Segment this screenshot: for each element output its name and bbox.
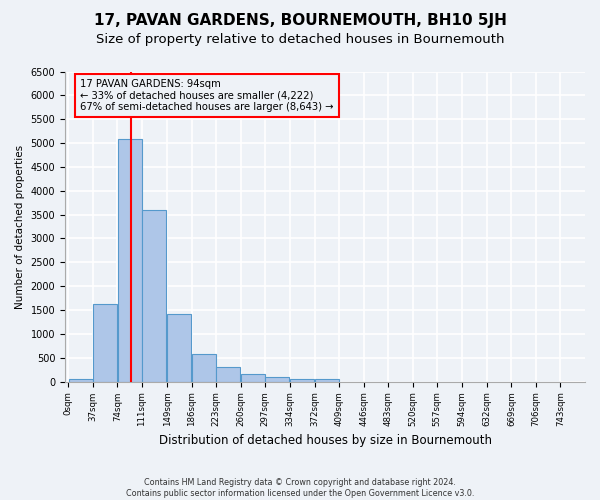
Bar [167,314,191,382]
Bar [118,139,142,382]
Bar [241,374,265,382]
Bar [68,379,92,382]
Text: 17 PAVAN GARDENS: 94sqm
← 33% of detached houses are smaller (4,222)
67% of semi: 17 PAVAN GARDENS: 94sqm ← 33% of detache… [80,78,334,112]
Bar [93,304,117,382]
Text: 17, PAVAN GARDENS, BOURNEMOUTH, BH10 5JH: 17, PAVAN GARDENS, BOURNEMOUTH, BH10 5JH [94,12,506,28]
Bar [290,379,314,382]
Y-axis label: Number of detached properties: Number of detached properties [15,144,25,308]
Bar [192,354,216,382]
Bar [265,377,289,382]
Text: Size of property relative to detached houses in Bournemouth: Size of property relative to detached ho… [96,32,504,46]
Bar [142,210,166,382]
Bar [315,379,339,382]
Bar [217,368,240,382]
X-axis label: Distribution of detached houses by size in Bournemouth: Distribution of detached houses by size … [158,434,491,448]
Text: Contains HM Land Registry data © Crown copyright and database right 2024.
Contai: Contains HM Land Registry data © Crown c… [126,478,474,498]
